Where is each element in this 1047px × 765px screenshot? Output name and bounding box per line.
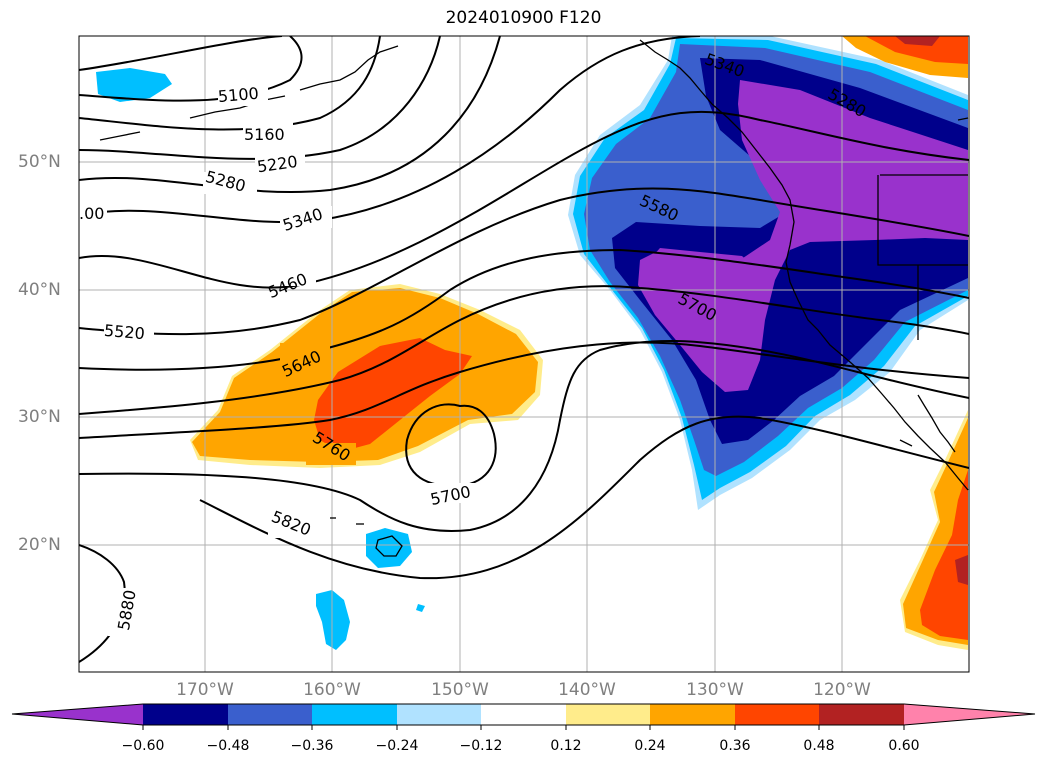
colorbar-segment-9 bbox=[819, 704, 904, 725]
lat-label-50n: 50°N bbox=[18, 152, 61, 172]
colorbar-segment-4 bbox=[397, 704, 481, 725]
colorbar-tick-label: −0.24 bbox=[375, 738, 419, 754]
colorbar-tick-label: 0.24 bbox=[634, 738, 666, 754]
colorbar-segment-3 bbox=[312, 704, 397, 725]
lon-label-170w: 170°W bbox=[176, 680, 234, 700]
colorbar-tick-label: 0.60 bbox=[888, 738, 920, 754]
colorbar-tick-label: −0.36 bbox=[290, 738, 334, 754]
lon-label-120w: 120°W bbox=[813, 680, 871, 700]
colorbar-extend-high bbox=[904, 704, 1035, 725]
contour-label-5520: 5520 bbox=[103, 321, 145, 343]
colorbar-segment-8 bbox=[735, 704, 819, 725]
map-plot-area: 5100 5160 5220 5280 5340 5460 5520 5640 … bbox=[79, 36, 969, 672]
contour-label-partial: .00 bbox=[79, 204, 104, 223]
colorbar-tick-label: 0.36 bbox=[719, 738, 751, 754]
coastlines bbox=[99, 39, 969, 557]
colorbar bbox=[11, 703, 1036, 730]
height-contours bbox=[79, 36, 969, 663]
lat-label-30n: 30°N bbox=[18, 407, 61, 427]
colorbar-tick-label: −0.48 bbox=[206, 738, 250, 754]
colorbar-extend-low bbox=[12, 704, 143, 725]
lon-label-130w: 130°W bbox=[686, 680, 744, 700]
colorbar-tick-label: 0.12 bbox=[550, 738, 582, 754]
lon-label-160w: 160°W bbox=[303, 680, 361, 700]
negative-anomaly-region bbox=[96, 36, 968, 650]
colorbar-segment-2 bbox=[228, 704, 312, 725]
colorbar-tick-label: −0.12 bbox=[459, 738, 503, 754]
lon-label-140w: 140°W bbox=[558, 680, 616, 700]
graticule bbox=[79, 36, 969, 672]
lat-label-40n: 40°N bbox=[18, 280, 61, 300]
colorbar-tick-label: −0.60 bbox=[121, 738, 165, 754]
colorbar-segment-7 bbox=[650, 704, 735, 725]
lon-label-150w: 150°W bbox=[431, 680, 489, 700]
colorbar-segment-6 bbox=[566, 704, 650, 725]
map-title: 2024010900 F120 bbox=[445, 8, 602, 28]
colorbar-segment-5 bbox=[481, 704, 566, 725]
map-frame bbox=[78, 35, 970, 673]
lat-label-20n: 20°N bbox=[18, 535, 61, 555]
colorbar-tick-label: 0.48 bbox=[803, 738, 835, 754]
contour-label-5100: 5100 bbox=[217, 84, 259, 106]
colorbar-segment-1 bbox=[143, 704, 228, 725]
contour-label-5160: 5160 bbox=[244, 125, 285, 144]
